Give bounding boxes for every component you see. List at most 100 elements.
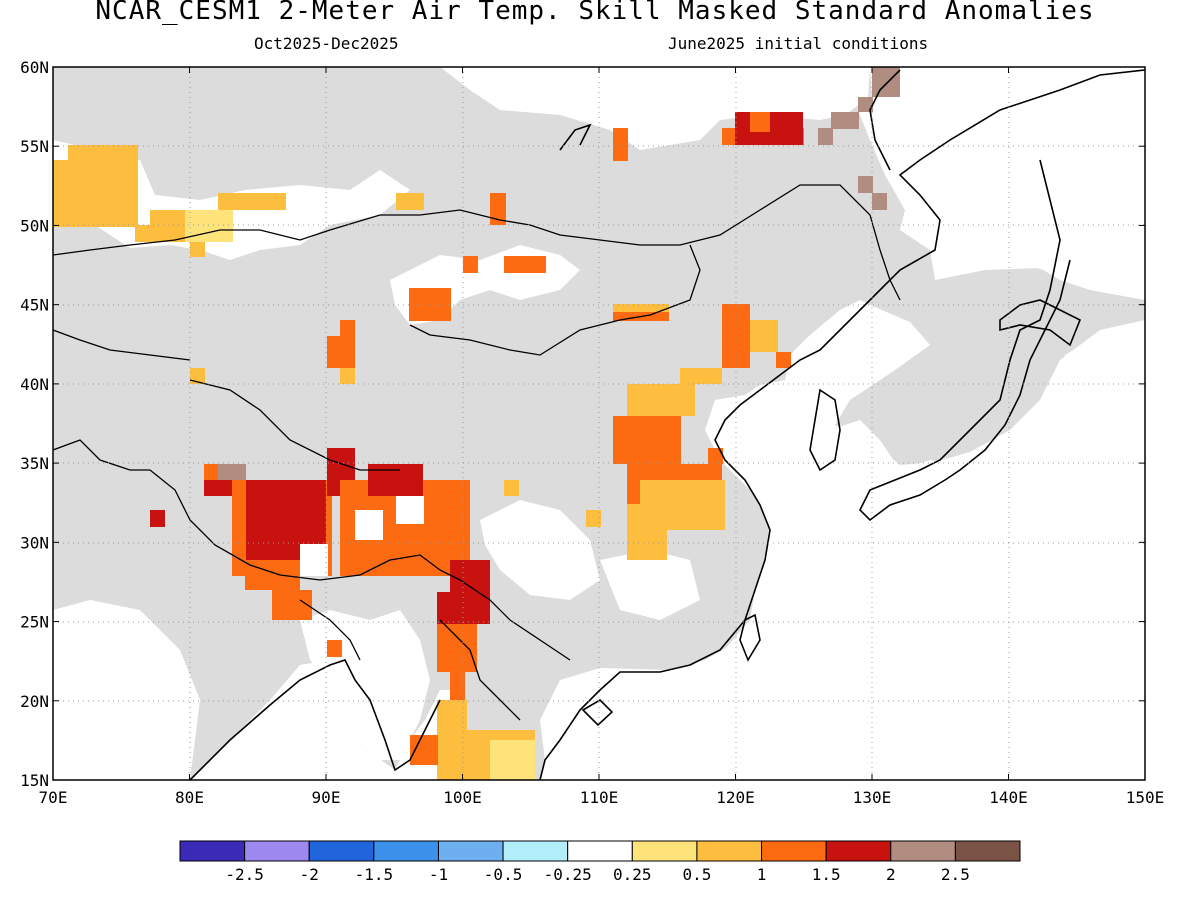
- anomaly-cell: [185, 210, 233, 242]
- colorbar-swatch: [179, 840, 246, 862]
- colorbar-swatch: [308, 840, 375, 862]
- anomaly-cell: [858, 176, 873, 193]
- lon-label: 100E: [443, 788, 482, 807]
- colorbar-label: -0.25: [544, 865, 592, 884]
- anomaly-cell: [218, 193, 286, 210]
- colorbar: [179, 840, 1021, 862]
- lat-label: 40N: [20, 375, 49, 394]
- anomaly-cell: [340, 320, 355, 368]
- anomaly-cell: [300, 544, 328, 576]
- anomaly-cell: [368, 464, 423, 496]
- anomaly-cell: [437, 700, 467, 780]
- anomaly-cell: [409, 288, 451, 321]
- anomaly-cell: [150, 510, 165, 527]
- anomaly-cell: [327, 640, 342, 657]
- map-area: [53, 67, 1145, 780]
- forecast-period: Oct2025-Dec2025: [254, 34, 399, 53]
- unmasked-southchina: [600, 550, 700, 620]
- colorbar-swatch: [244, 840, 310, 862]
- anomaly-cell: [504, 480, 519, 496]
- lon-label: 150E: [1126, 788, 1165, 807]
- colorbar-label: -2: [300, 865, 319, 884]
- colorbar-label: -0.5: [484, 865, 523, 884]
- unmasked-siberia: [440, 67, 870, 150]
- anomaly-cell: [504, 256, 546, 273]
- lat-label: 60N: [20, 58, 49, 77]
- anomaly-cell: [831, 112, 859, 129]
- anomaly-cell: [858, 97, 873, 112]
- colorbar-label: -1.5: [355, 865, 394, 884]
- colorbar-swatch: [631, 840, 698, 862]
- anomaly-cell: [708, 448, 723, 464]
- latitude-labels: 15N 20N 25N 30N 35N 40N 45N 50N 55N 60N: [20, 58, 49, 790]
- coastlines: [189, 69, 1145, 780]
- anomaly-cell: [450, 672, 465, 704]
- anomaly-cell: [613, 304, 669, 312]
- colorbar-labels: -2.5 -2 -1.5 -1 -0.5 -0.25 0.25 0.5 1 1.5 2 2.5: [225, 865, 969, 884]
- anomaly-cell: [818, 128, 833, 145]
- colorbar-swatch: [373, 840, 439, 862]
- longitude-labels: 70E 80E 90E 100E 110E 120E 130E 140E 150E: [39, 788, 1165, 807]
- lat-label: 15N: [20, 771, 49, 790]
- colorbar-swatch: [890, 840, 956, 862]
- anomaly-cell: [355, 510, 383, 540]
- lon-label: 110E: [580, 788, 619, 807]
- anomaly-cell: [490, 193, 506, 225]
- axis-ticks: [52, 66, 1146, 781]
- lon-label: 80E: [175, 788, 204, 807]
- colorbar-swatch: [825, 840, 892, 862]
- lon-label: 90E: [312, 788, 341, 807]
- lon-label: 130E: [853, 788, 892, 807]
- anomaly-cell: [396, 496, 424, 524]
- unmasked-china-east: [545, 305, 1145, 780]
- anomaly-cell: [776, 352, 791, 368]
- colorbar-label: 1: [757, 865, 767, 884]
- lon-label: 70E: [39, 788, 68, 807]
- gridlines: [53, 67, 1145, 780]
- colorbar-swatch: [954, 840, 1021, 862]
- anomaly-cell: [872, 67, 900, 97]
- anomaly-cell: [750, 320, 778, 352]
- anomaly-cell: [750, 112, 770, 132]
- colorbar-label: 2: [886, 865, 896, 884]
- colorbar-swatch: [437, 840, 504, 862]
- lat-label: 20N: [20, 692, 49, 711]
- anomaly-cell: [272, 590, 312, 620]
- lon-label: 140E: [989, 788, 1028, 807]
- lat-label: 55N: [20, 137, 49, 156]
- anomaly-cell: [613, 128, 628, 161]
- anomaly-cell: [586, 510, 601, 527]
- lon-label: 120E: [716, 788, 755, 807]
- anomaly-cell: [135, 225, 155, 242]
- lat-label: 45N: [20, 296, 49, 315]
- unmasked-japan-east: [900, 67, 1145, 300]
- colorbar-label: 0.5: [682, 865, 711, 884]
- map-title: NCAR_CESM1 2-Meter Air Temp. Skill Maske…: [95, 0, 1095, 26]
- anomaly-cell: [327, 336, 342, 368]
- anomaly-cell: [204, 480, 232, 496]
- anomaly-cell: [396, 193, 424, 210]
- anomaly-cell: [613, 416, 681, 464]
- anomaly-cell: [872, 193, 887, 210]
- anomaly-cell: [53, 145, 68, 160]
- country-borders: [53, 184, 901, 721]
- anomaly-cell: [490, 740, 535, 780]
- lat-label: 35N: [20, 454, 49, 473]
- anomaly-cell: [722, 304, 750, 368]
- anomaly-cell: [627, 384, 695, 416]
- anomaly-cell: [218, 464, 246, 480]
- anomaly-cell: [340, 368, 355, 384]
- lat-label: 25N: [20, 613, 49, 632]
- anomaly-cell: [437, 624, 477, 672]
- colorbar-swatch: [502, 840, 569, 862]
- lat-label: 50N: [20, 216, 49, 235]
- anomaly-cell: [190, 368, 205, 384]
- initial-conditions: June2025 initial conditions: [668, 34, 929, 53]
- colorbar-swatch: [761, 840, 827, 862]
- colorbar-label: 1.5: [812, 865, 841, 884]
- colorbar-label: 0.25: [613, 865, 652, 884]
- colorbar-label: 2.5: [941, 865, 970, 884]
- colorbar-label: -2.5: [225, 865, 264, 884]
- unmasked-south: [53, 600, 200, 780]
